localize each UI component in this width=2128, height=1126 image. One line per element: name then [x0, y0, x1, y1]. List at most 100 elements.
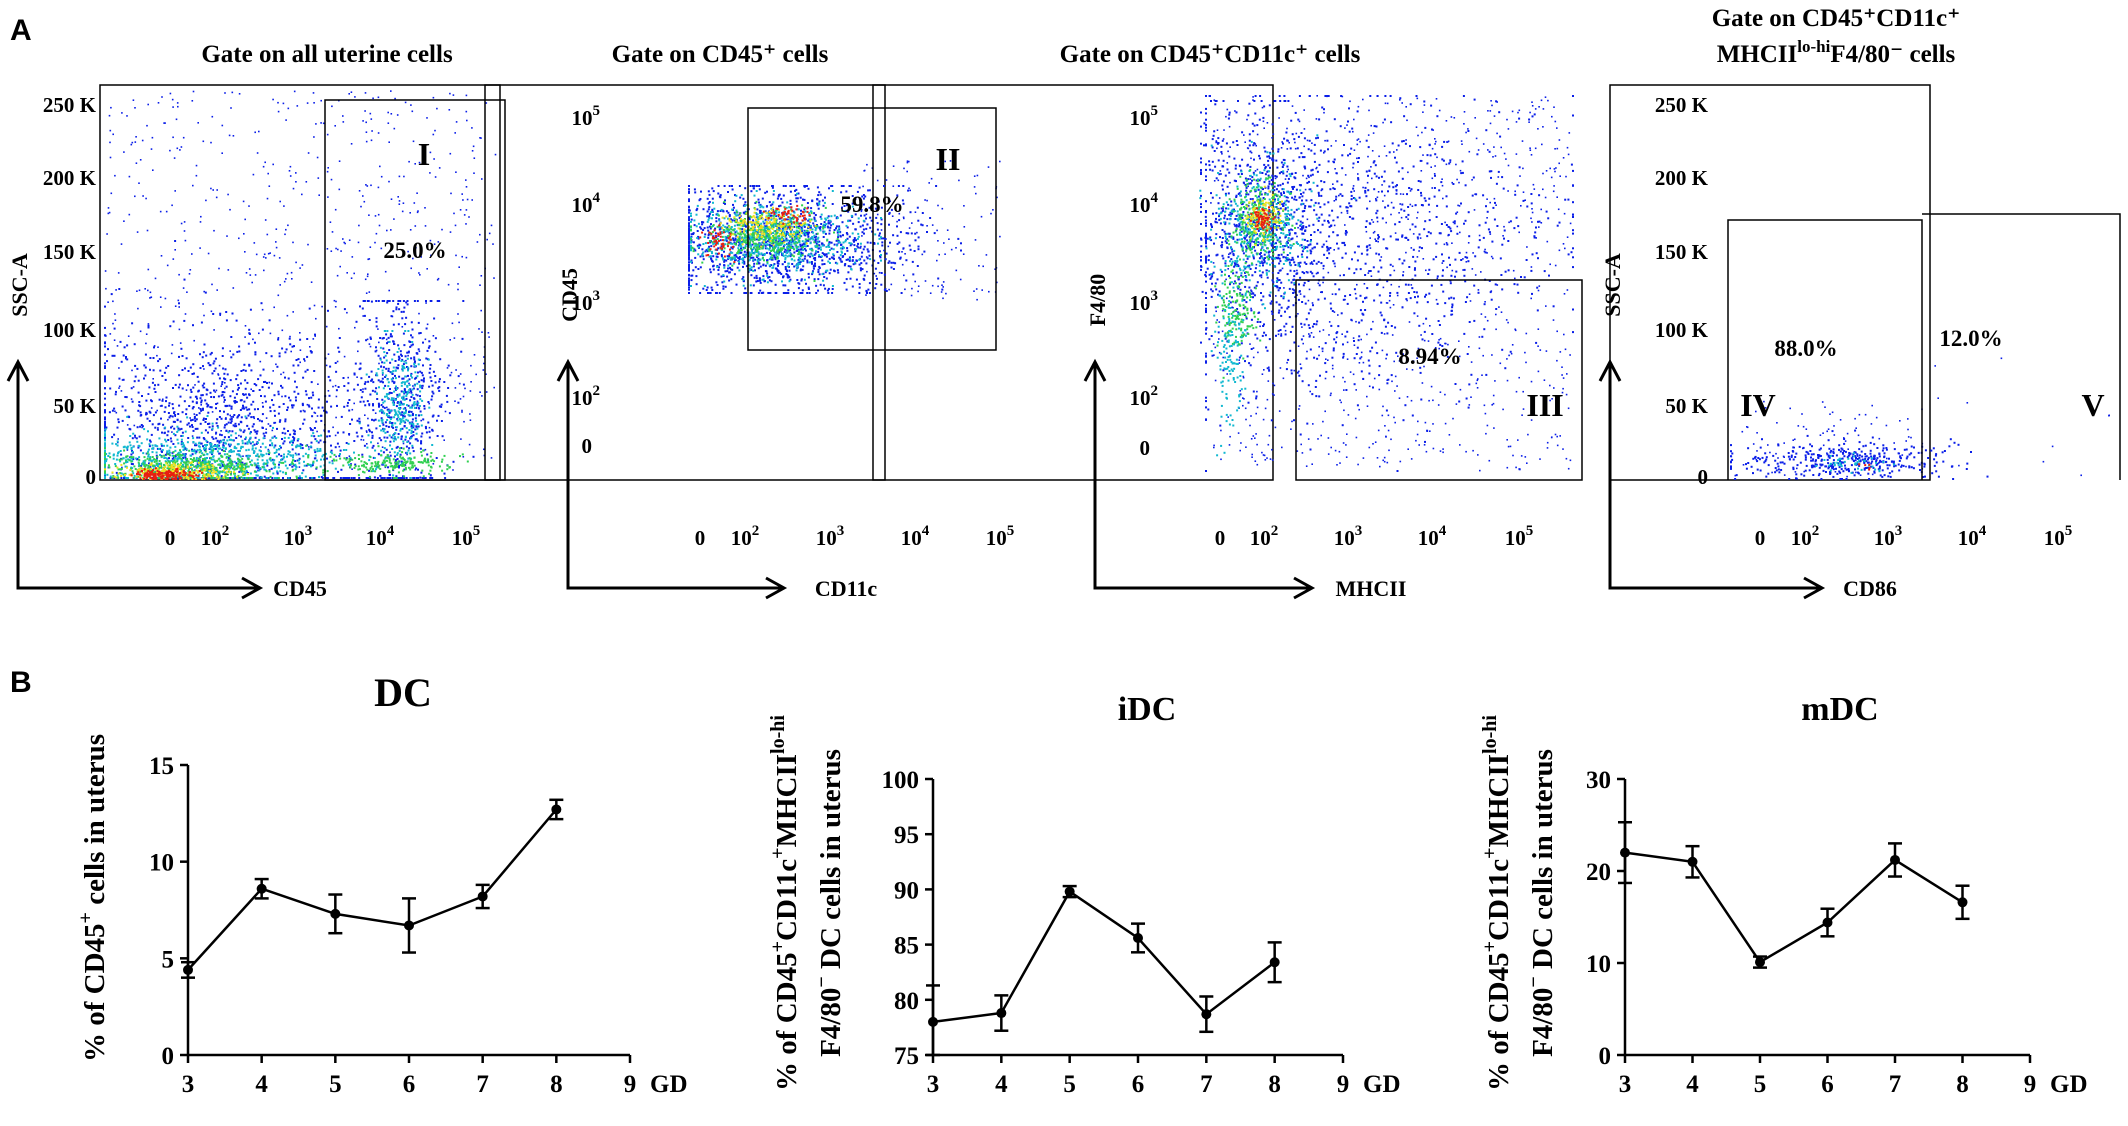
event-dot [189, 466, 192, 469]
event-dot [166, 457, 169, 460]
event-dot [138, 289, 141, 292]
event-dot [373, 457, 376, 459]
event-dot [160, 417, 162, 420]
event-dot [217, 463, 220, 466]
event-dot [842, 234, 844, 237]
event-dot [283, 280, 286, 283]
event-dot [390, 422, 393, 424]
event-dot [360, 377, 363, 380]
event-dot [207, 404, 210, 407]
event-dot [734, 253, 737, 256]
event-dot [207, 362, 210, 365]
event-dot [828, 272, 831, 275]
event-dot [859, 269, 862, 272]
event-dot [389, 388, 391, 390]
event-dot [278, 420, 281, 423]
event-dot [293, 390, 296, 393]
event-dot [139, 414, 142, 417]
event-dot [289, 477, 291, 479]
event-dot [688, 230, 690, 233]
event-dot [289, 399, 292, 402]
event-dot [279, 419, 282, 422]
event-dot [171, 477, 174, 480]
event-dot [383, 447, 386, 450]
event-dot [166, 467, 169, 470]
event-dot [144, 366, 147, 369]
event-dot [406, 303, 409, 306]
event-dot [224, 417, 227, 420]
event-dot [388, 289, 390, 292]
event-dot [381, 300, 384, 302]
event-dot [134, 434, 136, 437]
event-dot [207, 470, 210, 473]
event-dot [203, 478, 206, 480]
event-dot [123, 346, 126, 349]
event-dot [392, 434, 394, 437]
event-dot [137, 446, 140, 449]
event-dot [173, 459, 176, 462]
event-dot [221, 383, 224, 386]
event-dot [430, 452, 433, 454]
event-dot [288, 337, 291, 340]
event-dot [342, 377, 345, 379]
event-dot [259, 374, 262, 377]
event-dot [417, 321, 420, 324]
event-dot [833, 229, 836, 231]
event-dot [207, 431, 209, 434]
event-dot [340, 250, 342, 252]
event-dot [104, 403, 106, 406]
event-dot [407, 457, 410, 460]
event-dot [206, 453, 209, 456]
event-dot [316, 450, 319, 453]
event-dot [249, 477, 251, 479]
event-dot [262, 165, 265, 168]
event-dot [410, 391, 413, 394]
event-dot [417, 477, 420, 479]
event-dot [431, 477, 434, 479]
event-dot [267, 477, 270, 479]
event-dot [138, 473, 141, 476]
event-dot [382, 405, 385, 408]
event-dot [371, 436, 374, 439]
event-dot [408, 457, 411, 460]
event-dot [209, 472, 212, 475]
event-dot [339, 449, 342, 452]
event-dot [282, 102, 285, 105]
event-dot [688, 200, 690, 203]
event-dot [224, 424, 227, 427]
event-dot [408, 388, 411, 391]
event-dot [391, 330, 394, 332]
event-dot [168, 461, 171, 464]
event-dot [384, 466, 387, 469]
event-dot [272, 462, 275, 465]
event-dot [211, 468, 214, 471]
event-dot [213, 329, 215, 331]
event-dot [228, 454, 231, 457]
event-dot [312, 432, 315, 435]
event-dot [144, 470, 147, 473]
event-dot [882, 237, 885, 240]
event-dot [154, 391, 157, 393]
event-dot [448, 466, 451, 469]
event-dot [395, 388, 398, 390]
event-dot [227, 421, 230, 424]
event-dot [170, 426, 172, 429]
event-dot [144, 353, 147, 356]
event-dot [160, 255, 163, 257]
event-dot [851, 195, 854, 197]
panel-a-letter: A [10, 14, 32, 47]
event-dot [266, 382, 268, 384]
event-dot [418, 272, 420, 274]
y-tick-50k: 50 K [53, 394, 96, 418]
event-dot [830, 256, 833, 259]
event-dot [144, 459, 147, 462]
event-dot [181, 434, 184, 437]
event-dot [420, 454, 423, 457]
event-dot [395, 428, 398, 431]
event-dot [284, 418, 287, 421]
event-dot [189, 472, 192, 475]
event-dot [419, 395, 421, 398]
event-dot [386, 406, 388, 409]
event-dot [461, 337, 464, 340]
event-dot [320, 99, 322, 102]
